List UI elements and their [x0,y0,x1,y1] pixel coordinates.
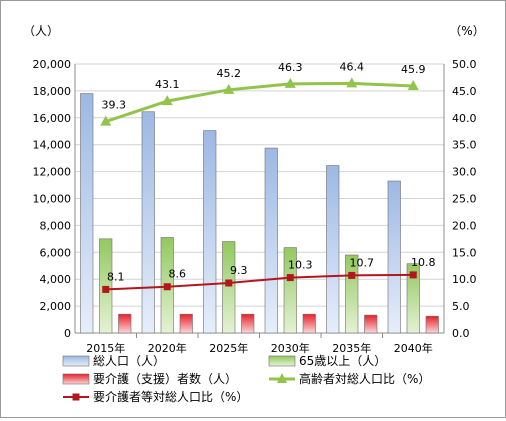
y-right-tick-label: 40.0 [452,112,477,125]
series-marker [407,80,419,91]
y-right-tick-label: 25.0 [452,193,477,206]
bar [203,130,217,334]
y-right-axis-title: （%） [449,24,484,38]
y-left-tick-label: 14,000 [33,139,72,152]
bar [406,263,420,334]
legend-swatch [268,355,296,367]
data-label: 45.9 [401,63,426,76]
bar [326,165,340,334]
series-marker [163,283,171,291]
bar [241,313,255,334]
series-marker [225,279,233,287]
data-label: 45.2 [217,67,242,80]
y-right-tick-label: 5.0 [452,300,470,313]
y-right-tick-label: 10.0 [452,273,477,286]
legend-label: 要介護（支援）者数（人） [93,371,237,386]
bar [141,111,155,334]
y-left-tick-label: 10,000 [33,193,72,206]
data-label: 46.4 [340,60,365,73]
bar [302,313,316,334]
x-tick-label: 2040年 [394,341,433,355]
y-left-axis-title: （人） [23,24,59,38]
data-label: 43.1 [155,78,180,91]
y-right-tick-label: 50.0 [452,58,477,71]
legend-marker [277,373,287,383]
series-marker [286,274,294,282]
series-marker [346,77,358,88]
data-label: 10.3 [288,259,313,272]
y-left-tick-label: 12,000 [33,166,72,179]
x-tick-label: 2025年 [209,341,248,355]
data-label: 46.3 [278,61,303,74]
data-label: 10.8 [411,256,436,269]
bar [118,313,132,334]
data-label: 8.1 [107,270,125,283]
series-marker [161,95,173,106]
legend-label: 要介護者等対総人口比（%） [93,389,248,404]
lines: 39.3 43.1 45.2 46.3 46.4 45.9 8.1 8.6 9.3 10.3 10.… [100,60,436,293]
legend-marker [72,393,80,401]
y-right-tick-label: 20.0 [452,219,477,232]
legend: 総人口（人） 65歳以上（人） 要介護（支援）者数（人） 高齢者対総人口比（%） 要介護… [62,354,430,404]
bars [80,93,439,334]
y-right-tick-label: 0.0 [452,327,470,340]
series-marker [100,115,112,126]
series-marker [409,271,417,279]
series-marker [102,285,110,293]
series-line [105,273,414,291]
y-right-tick-label: 45.0 [452,85,477,98]
data-label: 8.6 [169,268,187,281]
legend-swatch [62,373,90,385]
y-left-tick-label: 18,000 [33,85,72,98]
data-label: 39.3 [102,99,127,112]
data-label: 10.7 [350,256,375,269]
series-marker [348,271,356,279]
series-marker [223,83,235,94]
legend-label: 総人口（人） [93,354,165,368]
x-tick-label: 2035年 [332,341,371,355]
y-left-tick-label: 2,000 [40,300,72,313]
series-line [105,81,414,123]
bar [264,147,278,334]
y-left-tick-label: 8,000 [40,219,72,232]
legend-label: 65歳以上（人） [299,354,386,368]
x-tick-label: 2015年 [86,341,125,355]
bar [80,93,94,334]
bar [387,180,401,334]
legend-swatch [62,355,90,367]
bar [283,247,297,334]
bar [179,313,193,334]
y-left-tick-label: 6,000 [40,246,72,259]
y-left-tick-label: 4,000 [40,273,72,286]
y-left-tick-label: 16,000 [33,112,72,125]
legend-label: 高齢者対総人口比（%） [299,371,430,386]
axes: （人） （%） 0 0.0 2,000 5.0 4,000 10.0 6,000 15.0 8,… [23,24,485,355]
y-left-tick-label: 20,000 [33,58,72,71]
x-tick-label: 2020年 [148,341,187,355]
bar [364,314,378,334]
series-marker [284,77,296,88]
x-tick-label: 2030年 [271,341,310,355]
gridlines [74,63,445,338]
y-right-tick-label: 35.0 [452,139,477,152]
data-label: 9.3 [230,264,248,277]
y-right-tick-label: 30.0 [452,166,477,179]
y-left-tick-label: 0 [64,327,71,340]
y-right-tick-label: 15.0 [452,246,477,259]
bar [222,241,236,334]
bar [425,315,439,334]
